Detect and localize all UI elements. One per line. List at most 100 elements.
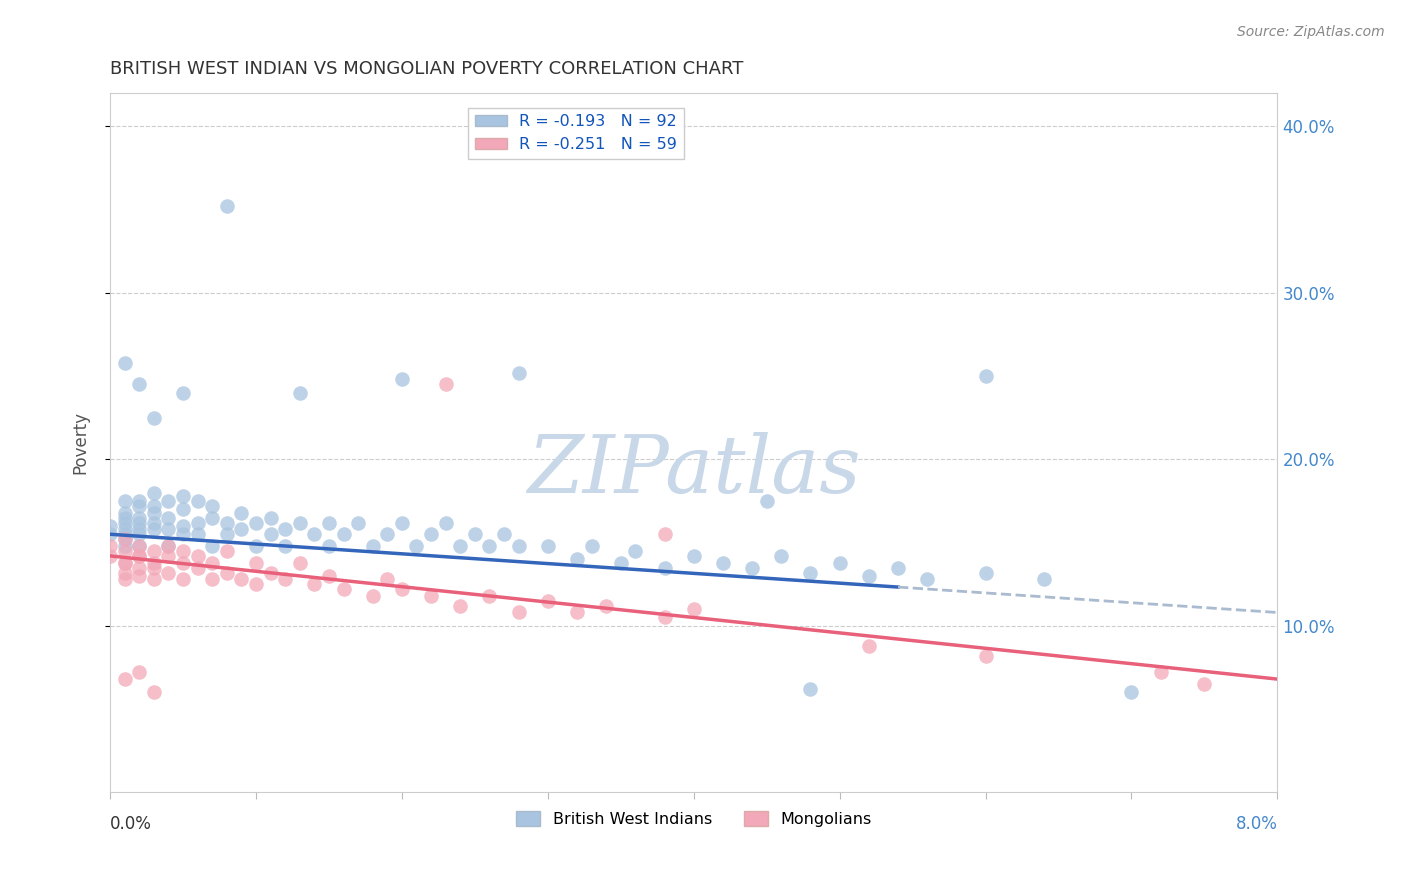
Point xyxy=(142,506,165,520)
Point xyxy=(304,527,326,541)
Point xyxy=(974,648,997,663)
Point xyxy=(114,556,136,570)
Point xyxy=(114,516,136,530)
Point xyxy=(187,516,209,530)
Point xyxy=(114,494,136,508)
Text: 0.0%: 0.0% xyxy=(110,814,152,833)
Point xyxy=(114,556,136,570)
Point xyxy=(245,556,267,570)
Y-axis label: Poverty: Poverty xyxy=(72,411,89,475)
Point xyxy=(114,572,136,586)
Point xyxy=(215,544,238,558)
Text: Source: ZipAtlas.com: Source: ZipAtlas.com xyxy=(1237,25,1385,39)
Point xyxy=(128,510,150,524)
Point xyxy=(114,356,136,370)
Point xyxy=(157,549,180,563)
Point xyxy=(449,599,471,613)
Point xyxy=(187,560,209,574)
Point xyxy=(201,572,224,586)
Point xyxy=(172,489,194,503)
Point xyxy=(157,566,180,580)
Point xyxy=(172,502,194,516)
Point xyxy=(114,506,136,520)
Point xyxy=(98,527,121,541)
Point xyxy=(1032,572,1054,586)
Point xyxy=(799,566,821,580)
Point xyxy=(682,602,704,616)
Point xyxy=(172,519,194,533)
Point xyxy=(157,510,180,524)
Point xyxy=(595,599,617,613)
Point xyxy=(565,606,588,620)
Point xyxy=(259,510,281,524)
Point xyxy=(420,589,443,603)
Point xyxy=(142,544,165,558)
Point xyxy=(114,539,136,553)
Point xyxy=(128,569,150,583)
Point xyxy=(1194,677,1216,691)
Point xyxy=(318,569,340,583)
Point xyxy=(157,539,180,553)
Point xyxy=(799,682,821,697)
Point xyxy=(128,377,150,392)
Point xyxy=(464,527,486,541)
Point xyxy=(624,544,647,558)
Point xyxy=(478,539,501,553)
Point xyxy=(828,556,851,570)
Point xyxy=(215,516,238,530)
Point xyxy=(172,544,194,558)
Point xyxy=(347,516,370,530)
Point xyxy=(98,549,121,563)
Point xyxy=(361,539,384,553)
Point xyxy=(215,199,238,213)
Point xyxy=(974,566,997,580)
Point xyxy=(157,494,180,508)
Point xyxy=(318,516,340,530)
Point xyxy=(128,522,150,536)
Point xyxy=(215,527,238,541)
Point xyxy=(974,369,997,384)
Point xyxy=(741,560,763,574)
Point xyxy=(142,560,165,574)
Point xyxy=(128,665,150,680)
Point xyxy=(537,539,560,553)
Point xyxy=(391,582,413,597)
Point xyxy=(304,577,326,591)
Point xyxy=(288,556,311,570)
Point xyxy=(114,522,136,536)
Point xyxy=(114,672,136,686)
Point xyxy=(1150,665,1173,680)
Point xyxy=(128,527,150,541)
Point xyxy=(245,539,267,553)
Point xyxy=(434,516,457,530)
Point xyxy=(201,539,224,553)
Point xyxy=(449,539,471,553)
Point xyxy=(114,527,136,541)
Point xyxy=(128,549,150,563)
Point xyxy=(172,572,194,586)
Point xyxy=(201,499,224,513)
Point xyxy=(259,527,281,541)
Point xyxy=(434,377,457,392)
Point xyxy=(215,566,238,580)
Point xyxy=(332,527,354,541)
Point xyxy=(391,372,413,386)
Point xyxy=(1121,685,1143,699)
Point xyxy=(245,516,267,530)
Point xyxy=(98,519,121,533)
Point xyxy=(654,560,676,574)
Point xyxy=(915,572,938,586)
Point xyxy=(172,527,194,541)
Point xyxy=(231,572,253,586)
Point xyxy=(375,527,398,541)
Point xyxy=(405,539,427,553)
Point xyxy=(887,560,910,574)
Point xyxy=(142,572,165,586)
Point xyxy=(654,527,676,541)
Point xyxy=(157,539,180,553)
Point xyxy=(231,506,253,520)
Point xyxy=(187,494,209,508)
Point xyxy=(128,539,150,553)
Point xyxy=(565,552,588,566)
Point xyxy=(858,639,880,653)
